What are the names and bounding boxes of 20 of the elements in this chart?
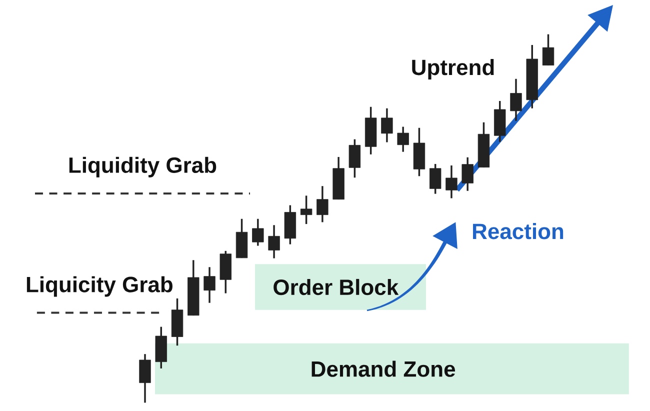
candlestick [510, 78, 522, 122]
ref-line-label: Liquidity Grab [69, 156, 216, 178]
candlestick [397, 126, 409, 153]
candlestick [462, 156, 474, 192]
candlestick [381, 107, 393, 144]
candlestick [348, 138, 361, 178]
candlestick [542, 33, 554, 66]
candlestick [252, 218, 264, 247]
candlestick [268, 224, 280, 260]
band-label: Order Block [274, 278, 399, 296]
band-label: Demand Zone [312, 360, 456, 377]
annotation: Uptrend [412, 59, 494, 80]
candlestick [446, 164, 458, 200]
ref-line-label: Liquicity Grab [26, 276, 172, 297]
candlestick [429, 163, 442, 195]
candlestick [316, 185, 328, 224]
candlestick [139, 353, 151, 404]
candlestick [300, 194, 312, 225]
candlestick [204, 266, 216, 304]
annotation: Reaction [473, 223, 564, 240]
